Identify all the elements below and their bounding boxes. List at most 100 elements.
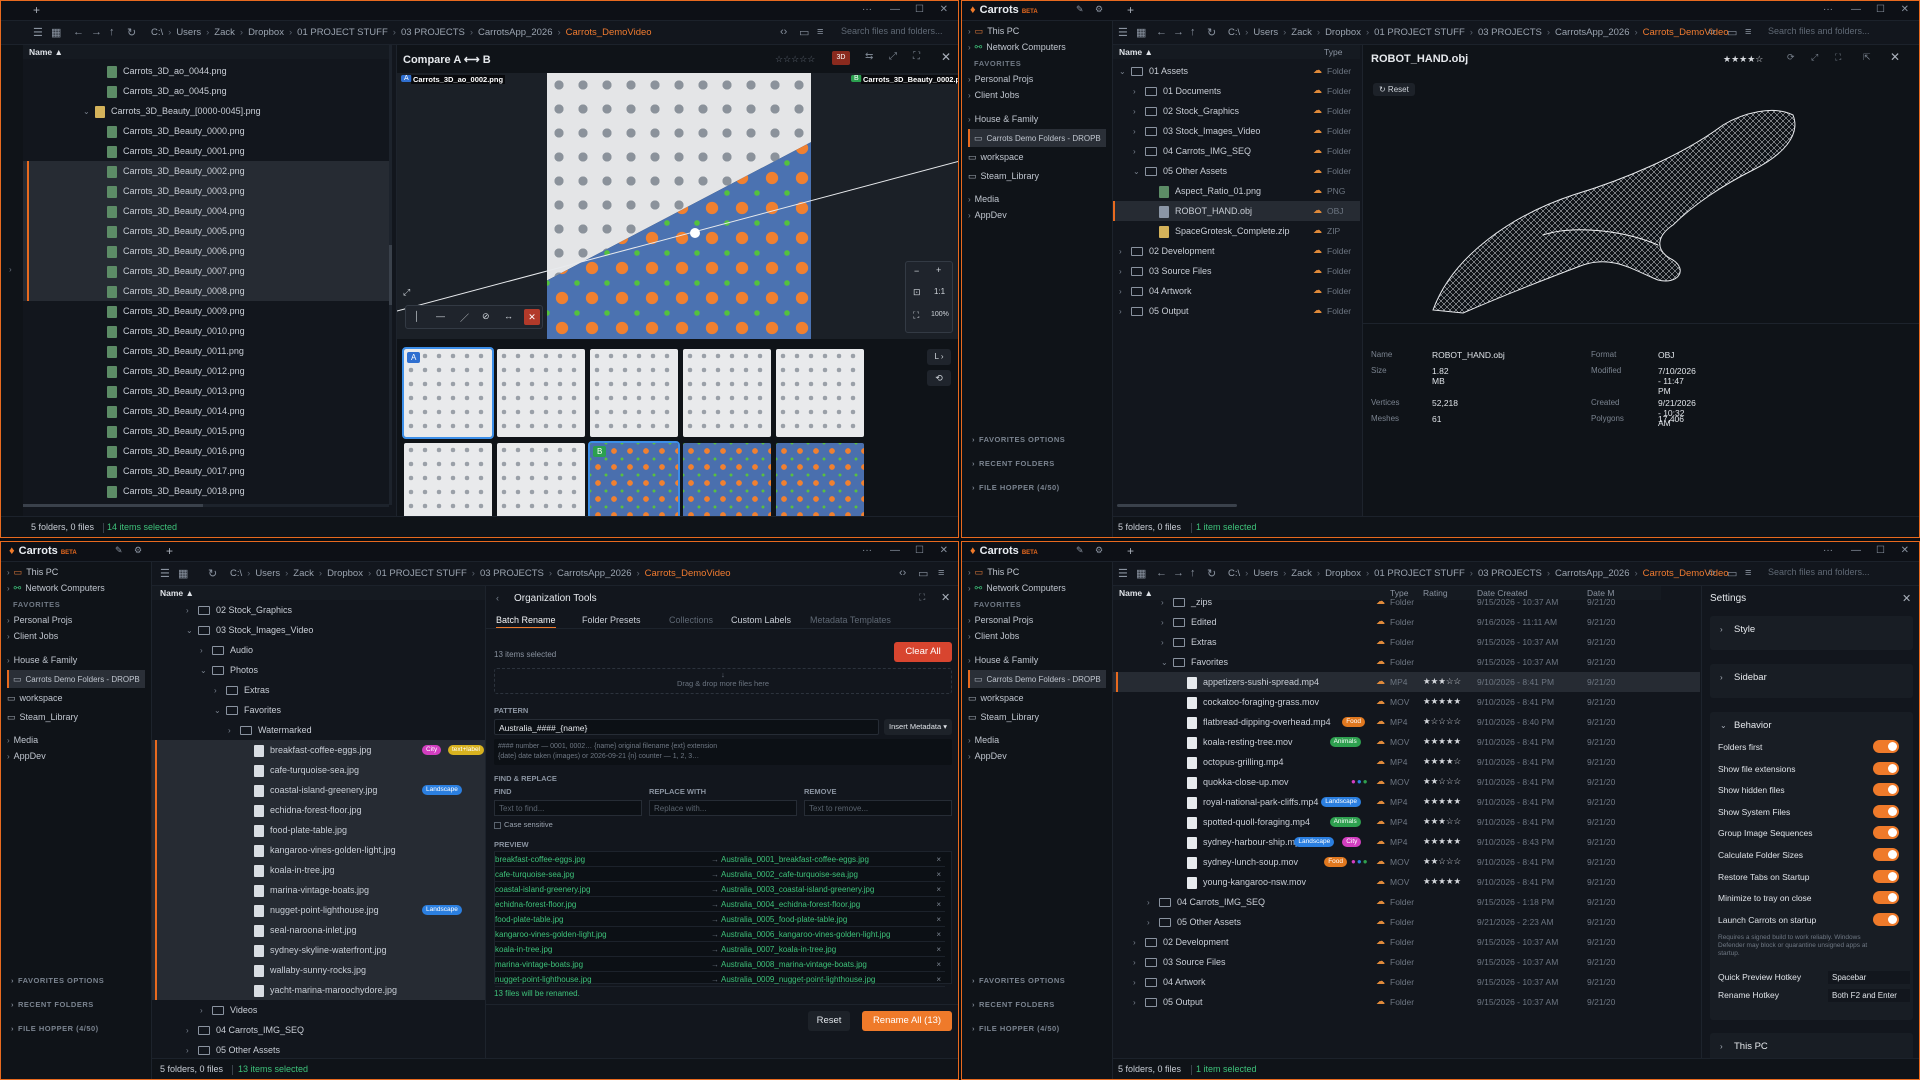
split-line[interactable] xyxy=(397,73,959,339)
clear-all-button[interactable]: Clear All xyxy=(894,642,952,662)
table-row[interactable]: › 05 Output xyxy=(1113,992,1700,1012)
remove-row-icon[interactable]: × xyxy=(936,960,941,969)
file-row[interactable]: Carrots_3D_Beauty_0017.png xyxy=(23,461,389,481)
drop-zone[interactable]: ↓ Drag & drop more files here xyxy=(494,668,952,694)
breadcrumb-item[interactable]: Users xyxy=(176,27,202,38)
file-row[interactable]: Carrots_3D_ao_0045.png xyxy=(23,81,389,101)
setting-toggle[interactable] xyxy=(1873,869,1899,883)
file-row[interactable]: Carrots_3D_Beauty_0016.png xyxy=(23,441,389,461)
breadcrumb-item[interactable]: C:\ xyxy=(151,27,164,38)
settings-section[interactable]: ⌄ Behavior Folders first Show file extensio… xyxy=(1710,712,1913,1020)
tree-row[interactable]: food-plate-table.jpg xyxy=(152,820,485,840)
code-icon[interactable]: ‹› xyxy=(780,26,788,38)
pin-icon[interactable]: ✎ xyxy=(1076,4,1084,14)
remove-row-icon[interactable]: × xyxy=(936,915,941,924)
sidebar-item[interactable]: › AppDev xyxy=(7,748,145,764)
new-tab-icon[interactable]: + xyxy=(33,3,41,17)
tab-custom-labels[interactable]: Custom Labels xyxy=(731,615,792,625)
sidebar-item[interactable]: › AppDev xyxy=(968,207,1106,223)
tab-batch-rename[interactable]: Batch Rename xyxy=(496,615,556,629)
column-header-type[interactable]: Type xyxy=(1324,47,1343,57)
menu-icon[interactable]: ☰ xyxy=(160,568,170,580)
thumbnail[interactable] xyxy=(404,537,492,538)
sidebar-favorite[interactable]: › Personal Projs xyxy=(7,612,145,628)
close-icon[interactable]: ✕ xyxy=(1900,4,1909,15)
minimize-icon[interactable]: — xyxy=(890,4,900,15)
grid-view-icon[interactable]: ▦ xyxy=(51,27,62,39)
tree-row[interactable]: › 05 Output xyxy=(1113,301,1360,321)
thumbnail[interactable] xyxy=(683,537,771,538)
tree-row[interactable]: marina-vintage-boats.jpg xyxy=(152,880,485,900)
sidebar-item[interactable]: › ⚯ Network Computers xyxy=(968,39,1106,55)
file-row[interactable]: Carrots_3D_Beauty_0015.png xyxy=(23,421,389,441)
grid-view-icon[interactable]: ▦ xyxy=(178,568,189,580)
reset-view-button[interactable]: ↻ Reset xyxy=(1373,83,1415,96)
file-row[interactable]: Carrots_3D_Beauty_0004.png xyxy=(23,201,389,221)
sidebar-favorite[interactable]: › Client Jobs xyxy=(968,87,1106,103)
rating-stars[interactable]: ★★☆☆☆ xyxy=(1423,776,1462,786)
back-icon[interactable]: ← xyxy=(73,26,84,38)
tree-row[interactable]: › 02 Stock_Graphics xyxy=(152,600,485,620)
tree-row[interactable]: echidna-forest-floor.jpg xyxy=(152,800,485,820)
expand-sidebar-icon[interactable]: › xyxy=(9,265,12,274)
sidebar-item[interactable]: › ⚯ Network Computers xyxy=(7,580,145,596)
more-icon[interactable]: ··· xyxy=(862,545,872,556)
thumbnail[interactable] xyxy=(497,537,585,538)
refresh-icon[interactable]: ↻ xyxy=(127,27,137,39)
breadcrumb-item[interactable]: Zack xyxy=(1291,568,1312,579)
sidebar-item[interactable]: ▭ Steam_Library xyxy=(968,709,1106,725)
swap-icon[interactable]: ↔ xyxy=(504,311,513,321)
sidebar-footer-item[interactable]: › FILE HOPPER (4/50) xyxy=(972,1024,1060,1033)
up-icon[interactable]: ↑ xyxy=(1190,26,1196,38)
table-row[interactable]: › 04 Artwork xyxy=(1113,972,1700,992)
file-row[interactable]: Carrots_3D_Beauty_0012.png xyxy=(23,361,389,381)
tree-row[interactable]: ⌄ 05 Other Assets xyxy=(1113,161,1360,181)
breadcrumb-item[interactable]: 01 PROJECT STUFF xyxy=(297,27,388,38)
vertical-split-icon[interactable]: │ xyxy=(414,311,420,321)
grid-view-icon[interactable]: ▦ xyxy=(1136,27,1147,39)
new-tab-icon[interactable]: + xyxy=(166,544,174,558)
setting-toggle[interactable] xyxy=(1873,912,1899,926)
menu-icon[interactable]: ☰ xyxy=(1118,568,1128,580)
table-row[interactable]: appetizers-sushi-spread.mp4 xyxy=(1113,672,1700,692)
thumbnail[interactable] xyxy=(776,349,864,437)
tree-row[interactable]: › Videos xyxy=(152,1000,485,1020)
breadcrumb-item[interactable]: CarrotsApp_2026 xyxy=(1555,568,1630,579)
hide-icon[interactable]: ⊘ xyxy=(482,311,490,321)
close-icon[interactable]: ✕ xyxy=(939,545,948,556)
table-row[interactable]: royal-national-park-cliffs.mp4 xyxy=(1113,792,1700,812)
table-row[interactable]: flatbread-dipping-overhead.mp4 xyxy=(1113,712,1700,732)
sidebar-item[interactable]: ▭ workspace xyxy=(968,690,1106,706)
sidebar-footer-item[interactable]: › FILE HOPPER (4/50) xyxy=(11,1024,99,1033)
breadcrumb-item[interactable]: Carrots_DemoVideo xyxy=(644,568,731,579)
sidebar-item[interactable]: › Media xyxy=(968,732,1106,748)
folder-icon[interactable]: ▭ xyxy=(799,27,810,39)
find-input[interactable]: Text to find... xyxy=(494,800,642,816)
settings-gear-icon[interactable]: ⚙ xyxy=(1095,4,1104,14)
breadcrumb[interactable]: C:\ › Users › Zack › Dropbox › 01 PROJECT STUFF ›… xyxy=(151,27,652,38)
minimize-icon[interactable]: — xyxy=(890,545,900,556)
tree-row[interactable]: › 02 Stock_Graphics xyxy=(1113,101,1360,121)
tree-row[interactable]: › 03 Stock_Images_Video xyxy=(1113,121,1360,141)
file-row[interactable]: Carrots_3D_Beauty_0018.png xyxy=(23,481,389,501)
collapsed-sidebar[interactable]: › xyxy=(1,45,23,516)
sidebar-group[interactable]: › House & Family xyxy=(968,111,1106,127)
rating-stars[interactable]: ★★★★★ xyxy=(1423,796,1462,806)
breadcrumb-item[interactable]: Dropbox xyxy=(248,27,284,38)
sliders-icon[interactable]: ≡ xyxy=(1745,26,1752,38)
tree-row[interactable]: › 05 Other Assets xyxy=(152,1040,485,1060)
refresh-icon[interactable]: ↻ xyxy=(1207,27,1217,39)
tab-collections[interactable]: Collections xyxy=(669,615,714,625)
file-row[interactable]: Carrots_3D_Beauty_0000.png xyxy=(23,121,389,141)
rating-stars[interactable]: ★★★☆☆ xyxy=(1423,676,1462,686)
thumbnail[interactable] xyxy=(590,349,678,437)
sidebar-item[interactable]: ▭ workspace xyxy=(7,690,145,706)
expand-icon[interactable]: ⛶ xyxy=(913,51,920,62)
settings-gear-icon[interactable]: ⚙ xyxy=(1095,545,1104,555)
breadcrumb-item[interactable]: Zack xyxy=(214,27,235,38)
sidebar-item[interactable]: ▭ Steam_Library xyxy=(7,709,145,725)
hotkey-value[interactable]: Both F2 and Enter xyxy=(1828,989,1910,1002)
sliders-icon[interactable]: ≡ xyxy=(938,567,945,579)
tree-row[interactable]: › Watermarked xyxy=(152,720,485,740)
table-row[interactable]: › Edited xyxy=(1113,612,1700,632)
